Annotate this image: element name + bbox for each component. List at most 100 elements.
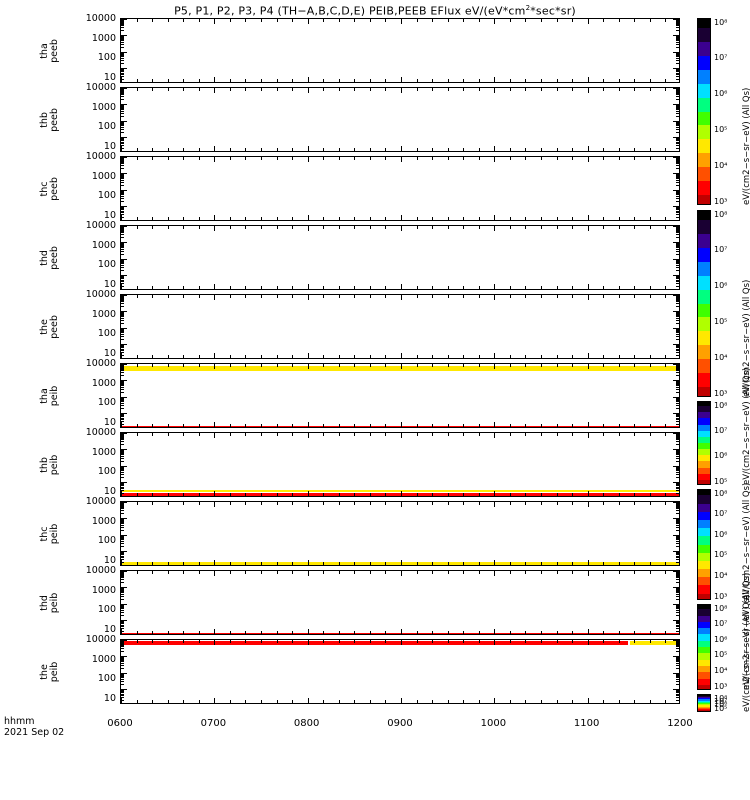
y-tick <box>121 675 124 677</box>
x-tick <box>618 286 620 289</box>
x-tick <box>572 502 574 505</box>
x-tick <box>587 560 589 565</box>
y-tick <box>121 642 124 644</box>
y-tick-label: 100 <box>97 535 116 547</box>
x-tick <box>634 157 636 160</box>
x-tick <box>152 571 154 574</box>
y-tick <box>676 259 679 261</box>
y-tick <box>676 79 679 81</box>
panel-the-peeb[interactable] <box>120 294 680 359</box>
panel-thb-peeb[interactable] <box>120 87 680 152</box>
x-tick <box>416 493 418 496</box>
colorbar-segment <box>698 636 710 639</box>
x-tick <box>276 433 278 436</box>
x-tick <box>401 19 402 24</box>
y-tick <box>121 35 127 37</box>
y-tick <box>676 266 679 268</box>
x-tick <box>183 640 185 643</box>
y-tick <box>676 52 679 54</box>
x-tick <box>323 640 325 643</box>
x-tick <box>292 79 294 82</box>
y-tick <box>676 297 679 299</box>
colorbar-segment <box>698 528 710 532</box>
y-tick <box>673 51 679 53</box>
x-tick-label: 0900 <box>387 718 413 729</box>
x-tick <box>385 493 387 496</box>
panel-thc-peib[interactable] <box>120 501 680 566</box>
y-tick <box>676 399 679 401</box>
x-tick <box>556 493 558 496</box>
y-tick <box>676 508 679 510</box>
y-tick <box>673 120 679 122</box>
x-tick <box>665 88 667 91</box>
figure-title-main: P5, P1, P2, P3, P4 (TH−A,B,C,D,E) PEIB,P… <box>174 4 526 18</box>
y-tick <box>676 228 679 230</box>
colorbar-segment <box>698 623 710 627</box>
panel-tha-peib[interactable] <box>120 363 680 428</box>
x-tick <box>167 226 169 229</box>
x-tick <box>556 502 558 505</box>
y-tick <box>673 571 679 572</box>
y-tick <box>676 386 679 388</box>
plot-area <box>121 364 679 427</box>
colorbar-segment <box>698 180 710 187</box>
colorbar-segment <box>698 88 710 94</box>
y-tick <box>121 539 124 541</box>
x-tick <box>214 157 216 162</box>
x-tick <box>649 286 651 289</box>
y-tick <box>121 109 124 111</box>
y-tick <box>121 192 124 194</box>
colorbar-tick-label: 10³ <box>714 388 728 398</box>
y-tick <box>673 518 679 520</box>
y-tick <box>121 55 124 57</box>
x-tick <box>463 79 465 82</box>
y-tick <box>121 587 124 589</box>
panel-thc-peeb[interactable] <box>120 156 680 221</box>
y-tick <box>676 68 679 70</box>
y-tick <box>121 157 124 159</box>
x-tick-label: 0600 <box>107 718 133 729</box>
y-tick <box>121 587 127 589</box>
panel-thb-peib[interactable] <box>120 432 680 497</box>
panel-tha-peeb[interactable] <box>120 18 680 83</box>
panel-thd-peib[interactable] <box>120 570 680 635</box>
x-tick <box>385 79 387 82</box>
y-tick <box>676 165 679 167</box>
y-tick <box>121 110 124 112</box>
x-tick <box>136 493 138 496</box>
y-tick-label: 100 <box>97 466 116 478</box>
x-tick <box>198 19 200 22</box>
plot-area <box>121 571 679 634</box>
panel-thd-peeb[interactable] <box>120 225 680 290</box>
y-tick <box>676 513 679 515</box>
colorbar-segment <box>698 596 710 599</box>
y-tick <box>121 209 124 211</box>
y-tick <box>121 333 124 335</box>
plot-area <box>121 19 679 82</box>
y-tick <box>676 27 679 29</box>
colorbar-segment <box>698 668 710 671</box>
colorbar-segment <box>698 541 710 545</box>
colorbar-segment <box>698 663 710 667</box>
colorbar-title: eV/(cm2−s−sr−eV) (All Qs) <box>742 594 750 712</box>
y-tick <box>676 160 679 162</box>
x-tick <box>478 226 480 229</box>
y-tick <box>676 243 679 245</box>
x-tick <box>214 560 216 565</box>
x-tick <box>183 502 185 505</box>
y-tick <box>121 603 127 605</box>
y-tick <box>676 298 679 300</box>
x-tick <box>603 433 605 436</box>
y-tick <box>673 465 679 467</box>
x-tick <box>665 79 667 82</box>
x-tick <box>649 571 651 574</box>
x-tick <box>385 562 387 565</box>
y-tick <box>673 412 679 414</box>
y-tick <box>121 266 124 268</box>
colorbar-segment <box>698 171 710 177</box>
x-tick <box>183 571 185 574</box>
y-tick <box>121 140 124 142</box>
panel-the-peib[interactable] <box>120 639 680 704</box>
colorbar-segment <box>698 162 710 168</box>
y-tick <box>676 467 679 469</box>
